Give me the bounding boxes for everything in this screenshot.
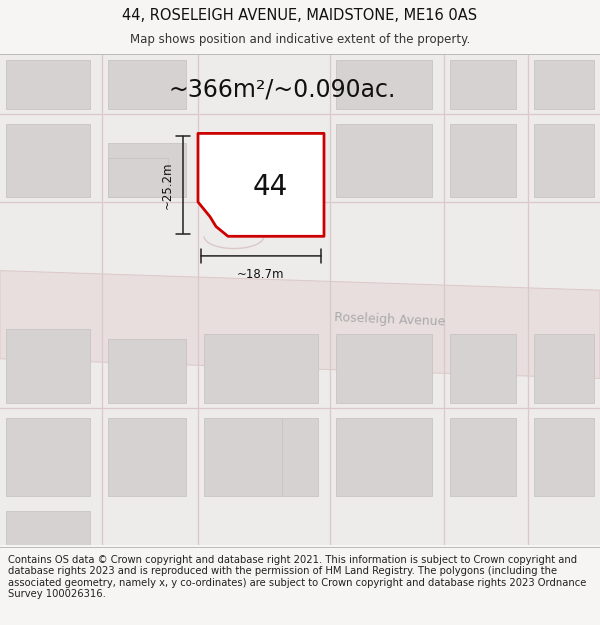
Bar [204,334,318,403]
Bar [108,158,168,197]
Bar [108,418,186,496]
Bar [336,418,432,496]
Bar [108,143,186,197]
Bar [108,339,186,403]
Bar [6,124,90,197]
Polygon shape [0,271,600,378]
Bar [108,60,186,109]
Bar [6,418,90,496]
Bar [450,334,516,403]
Bar [282,418,318,496]
Bar [6,511,90,545]
Text: Roseleigh Avenue: Roseleigh Avenue [334,311,446,328]
Text: ~25.2m: ~25.2m [161,161,174,209]
Text: 44: 44 [253,173,287,201]
Polygon shape [198,133,324,236]
Bar [336,124,432,197]
Bar [450,418,516,496]
Bar [450,124,516,197]
Text: 44, ROSELEIGH AVENUE, MAIDSTONE, ME16 0AS: 44, ROSELEIGH AVENUE, MAIDSTONE, ME16 0A… [122,8,478,23]
Bar [450,60,516,109]
Bar [336,334,432,403]
Bar [534,334,594,403]
Bar [6,329,90,403]
Text: ~366m²/~0.090ac.: ~366m²/~0.090ac. [169,78,395,101]
Bar [336,60,432,109]
Text: Contains OS data © Crown copyright and database right 2021. This information is : Contains OS data © Crown copyright and d… [8,554,586,599]
Bar [6,60,90,109]
Bar [534,418,594,496]
Text: ~18.7m: ~18.7m [237,268,285,281]
Bar [534,60,594,109]
Bar [534,124,594,197]
Bar [204,418,282,496]
Text: Map shows position and indicative extent of the property.: Map shows position and indicative extent… [130,33,470,46]
